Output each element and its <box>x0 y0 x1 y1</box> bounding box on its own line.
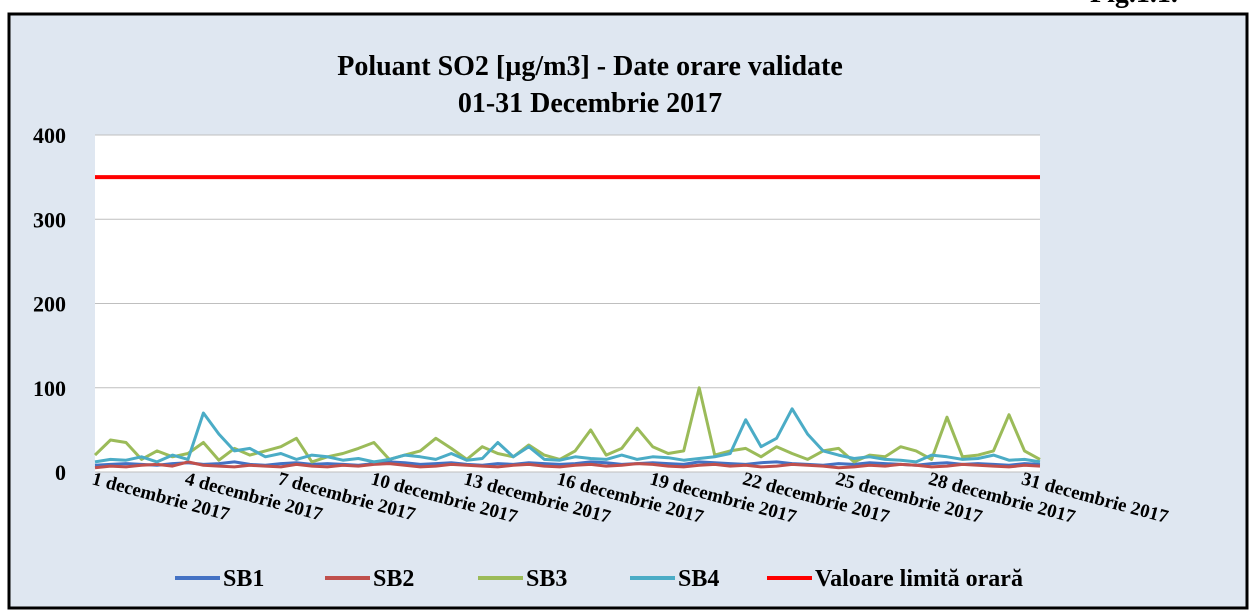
y-tick-label: 100 <box>33 376 66 401</box>
legend-label: SB3 <box>526 566 567 592</box>
figure-label: Fig.1.1. <box>1090 0 1178 9</box>
chart-subtitle: 01-31 Decembrie 2017 <box>458 88 722 119</box>
series-line <box>93 386 1041 464</box>
y-tick-label: 300 <box>33 207 66 232</box>
legend-label: SB4 <box>678 566 719 592</box>
legend-label: Valoare limită orară <box>815 566 1023 592</box>
legend-label: SB2 <box>373 566 414 592</box>
chart-title: Poluant SO2 [µg/m3] - Date orare validat… <box>337 51 843 82</box>
y-tick-label: 400 <box>33 123 66 148</box>
legend-label: SB1 <box>223 566 264 592</box>
series-line <box>94 460 1041 470</box>
y-tick-label: 200 <box>33 292 66 317</box>
y-tick-label: 0 <box>55 460 66 485</box>
series-line <box>94 407 1041 464</box>
